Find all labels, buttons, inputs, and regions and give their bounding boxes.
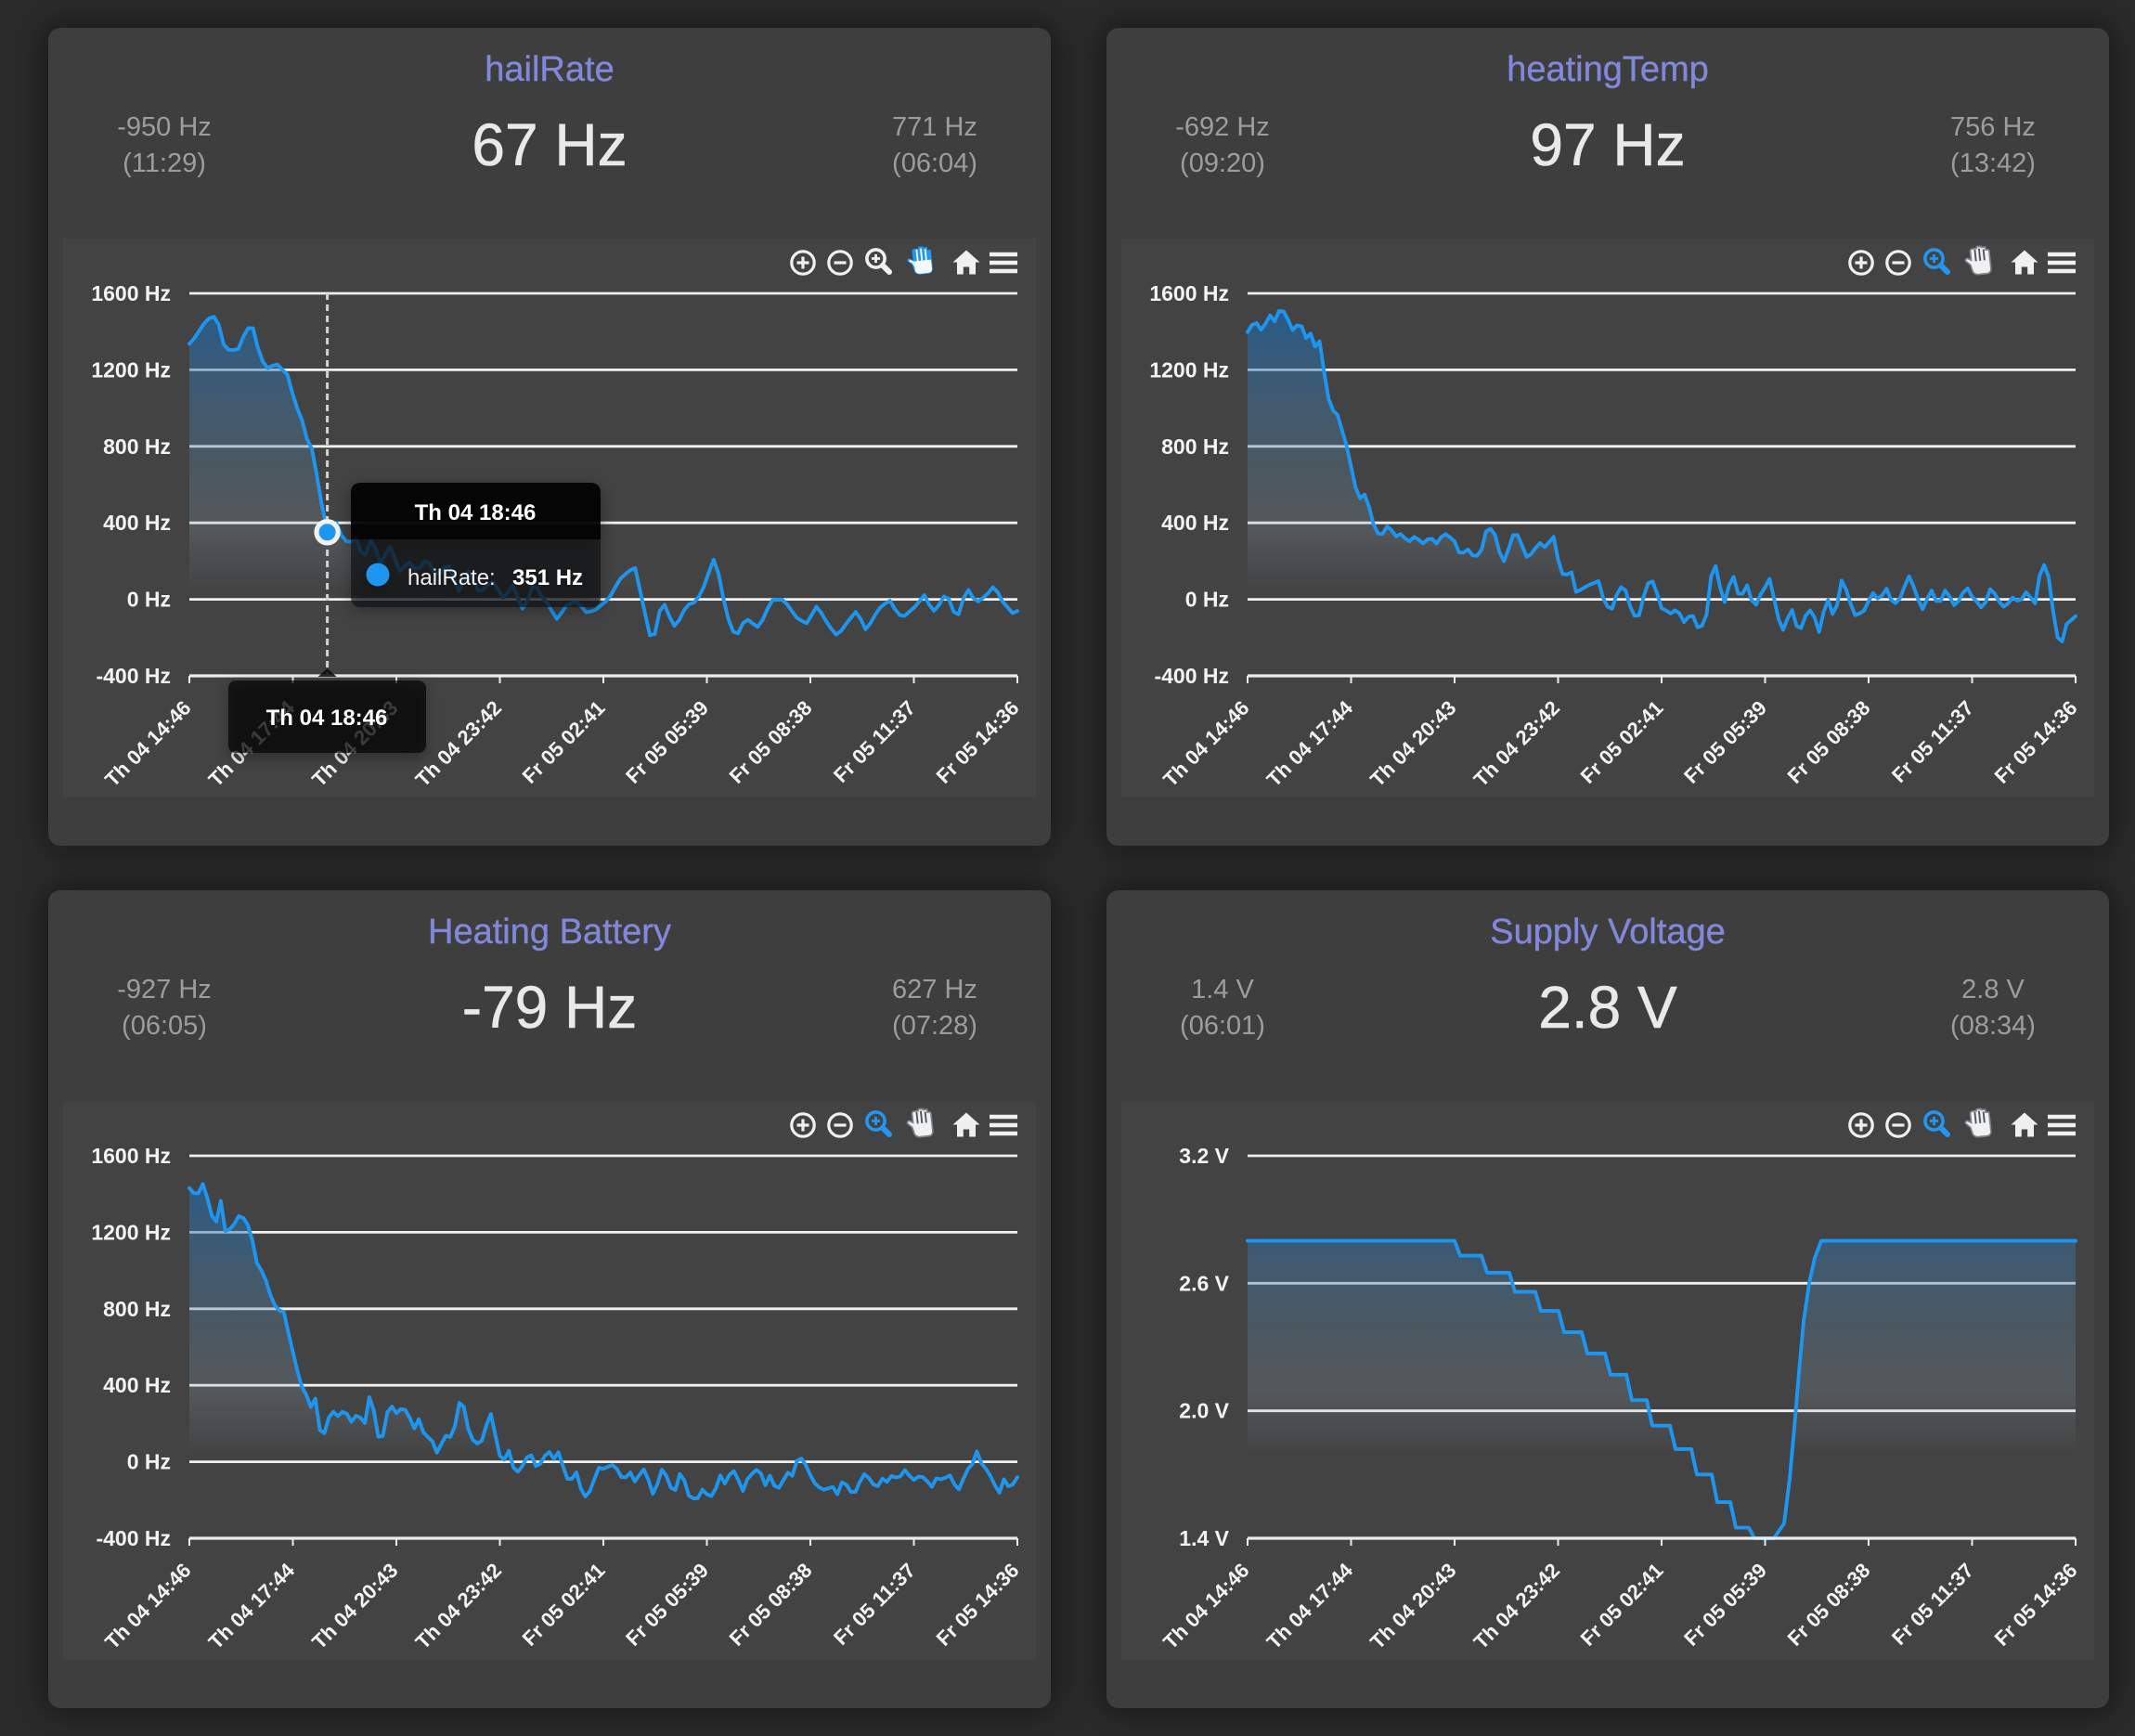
svg-text:1200 Hz: 1200 Hz <box>91 357 171 382</box>
svg-text:1200 Hz: 1200 Hz <box>91 1220 171 1244</box>
svg-text:400 Hz: 400 Hz <box>103 1373 171 1397</box>
svg-text:1.4 V: 1.4 V <box>1179 1526 1229 1550</box>
svg-text:Th 04 18:46: Th 04 18:46 <box>266 706 388 731</box>
svg-text:400 Hz: 400 Hz <box>1161 511 1229 535</box>
svg-text:800 Hz: 800 Hz <box>1161 434 1229 459</box>
svg-text:hailRate:: hailRate: <box>408 565 496 590</box>
svg-text:Th 04 18:46: Th 04 18:46 <box>415 500 537 525</box>
svg-text:800 Hz: 800 Hz <box>103 434 171 459</box>
svg-text:0 Hz: 0 Hz <box>127 1450 171 1474</box>
svg-text:800 Hz: 800 Hz <box>103 1297 171 1321</box>
svg-text:-400 Hz: -400 Hz <box>96 1526 171 1550</box>
svg-text:1600 Hz: 1600 Hz <box>91 281 171 305</box>
svg-text:2.6 V: 2.6 V <box>1179 1271 1229 1295</box>
svg-text:1600 Hz: 1600 Hz <box>91 1144 171 1168</box>
svg-text:-400 Hz: -400 Hz <box>96 664 171 688</box>
svg-text:1600 Hz: 1600 Hz <box>1149 281 1229 305</box>
svg-text:0 Hz: 0 Hz <box>127 588 171 612</box>
svg-text:1200 Hz: 1200 Hz <box>1149 357 1229 382</box>
svg-text:-400 Hz: -400 Hz <box>1154 664 1229 688</box>
svg-text:0 Hz: 0 Hz <box>1185 588 1229 612</box>
svg-text:3.2 V: 3.2 V <box>1179 1144 1229 1168</box>
svg-text:2.0 V: 2.0 V <box>1179 1399 1229 1423</box>
svg-text:400 Hz: 400 Hz <box>103 511 171 535</box>
svg-text:351 Hz: 351 Hz <box>512 565 583 590</box>
